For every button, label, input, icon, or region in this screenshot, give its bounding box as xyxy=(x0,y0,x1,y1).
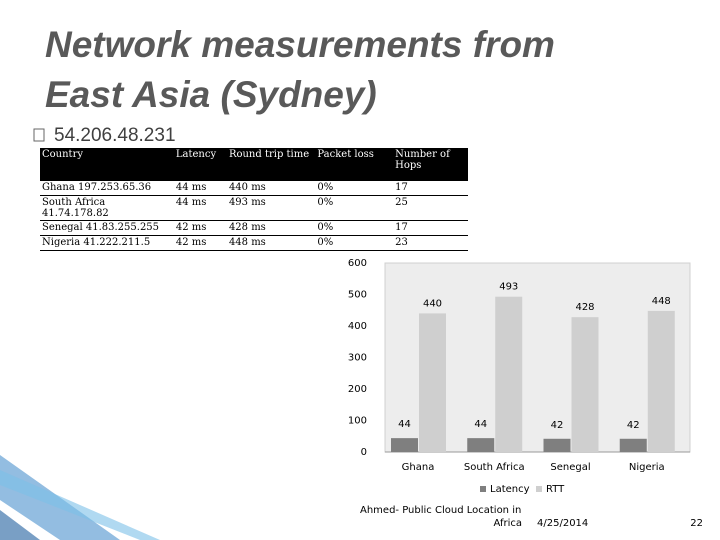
table-cell: Packet loss xyxy=(315,148,394,181)
x-tick-label: South Africa xyxy=(464,462,525,473)
table-cell: South Africa 41.74.178.82 xyxy=(40,195,174,221)
table-cell: 42 ms xyxy=(173,235,227,251)
table-row: Nigeria 41.222.211.5 42 ms 448 ms 0% 23 xyxy=(40,235,468,251)
table-cell: 25 xyxy=(393,195,468,221)
table-cell: 0% xyxy=(315,235,394,251)
table-cell: 17 xyxy=(393,220,468,236)
page-number: 22 xyxy=(690,518,703,529)
data-label: 428 xyxy=(575,302,594,313)
table-cell: 23 xyxy=(393,235,468,251)
x-tick-label: Senegal xyxy=(550,462,590,473)
table-cell: 0% xyxy=(315,220,394,236)
title-line: Network measurements from xyxy=(45,24,555,65)
table-row: Senegal 41.83.255.255 42 ms 428 ms 0% 17 xyxy=(40,220,468,236)
data-label: 42 xyxy=(627,420,640,431)
legend-swatch xyxy=(480,486,486,492)
y-tick-label: 200 xyxy=(348,384,367,395)
table-cell: Country xyxy=(40,148,174,181)
bar xyxy=(391,438,418,452)
table-cell: Nigeria 41.222.211.5 xyxy=(40,235,174,251)
table: Country Latency Round trip time Packet loss… xyxy=(40,148,468,251)
table-cell: 493 ms xyxy=(226,195,316,221)
data-label: 448 xyxy=(652,296,671,307)
table-cell: Senegal 41.83.255.255 xyxy=(40,220,174,236)
table-cell: 428 ms xyxy=(226,220,316,236)
y-tick-label: 600 xyxy=(348,258,367,269)
y-tick-label: 0 xyxy=(361,447,367,458)
table-row: South Africa 41.74.178.82 44 ms 493 ms 0% 25 xyxy=(40,195,468,221)
legend-label: Latency xyxy=(490,484,530,495)
bar xyxy=(619,438,647,452)
table-cell: Latency xyxy=(173,148,227,181)
data-label: 42 xyxy=(551,420,564,431)
y-tick-label: 100 xyxy=(348,416,367,427)
bar xyxy=(495,296,523,452)
table-cell: Number of Hops xyxy=(393,148,468,181)
table-cell: 42 ms xyxy=(173,220,227,236)
y-tick-label: 400 xyxy=(348,321,367,332)
x-tick-label: Ghana xyxy=(402,462,435,473)
footer-source: Africa xyxy=(493,518,522,529)
bar xyxy=(571,317,599,452)
table-row: Country Latency Round trip time Packet loss… xyxy=(40,148,468,181)
legend-label: RTT xyxy=(546,484,565,495)
bar xyxy=(647,310,675,452)
table-cell: 44 ms xyxy=(173,195,227,221)
data-label: 44 xyxy=(398,419,411,430)
table-cell: 440 ms xyxy=(226,180,316,196)
footer-source: Ahmed- Public Cloud Location in xyxy=(360,505,521,516)
title-line: East Asia (Sydney) xyxy=(45,74,377,115)
table-cell: 44 ms xyxy=(173,180,227,196)
footer-date: 4/25/2014 xyxy=(537,518,588,529)
table-cell: 448 ms xyxy=(226,235,316,251)
decoration xyxy=(0,510,40,540)
legend-swatch xyxy=(536,486,542,492)
bullet-text: 54.206.48.231 xyxy=(54,125,176,146)
data-label: 44 xyxy=(474,419,487,430)
x-tick-label: Nigeria xyxy=(629,462,665,473)
table-cell: 0% xyxy=(315,195,394,221)
table-cell: 0% xyxy=(315,180,394,196)
y-tick-label: 300 xyxy=(348,353,367,364)
bar xyxy=(419,313,446,452)
table-row: Ghana 197.253.65.36 44 ms 440 ms 0% 17 xyxy=(40,180,468,196)
table-cell: 17 xyxy=(393,180,468,196)
table-cell: Round trip time xyxy=(226,148,316,181)
bullet-icon xyxy=(33,128,45,142)
bar xyxy=(467,438,495,452)
table-cell: Ghana 197.253.65.36 xyxy=(40,180,174,196)
data-label: 440 xyxy=(423,298,442,309)
y-tick-label: 500 xyxy=(348,290,367,301)
bar xyxy=(543,438,571,452)
decoration xyxy=(0,470,160,540)
data-label: 493 xyxy=(499,282,518,293)
